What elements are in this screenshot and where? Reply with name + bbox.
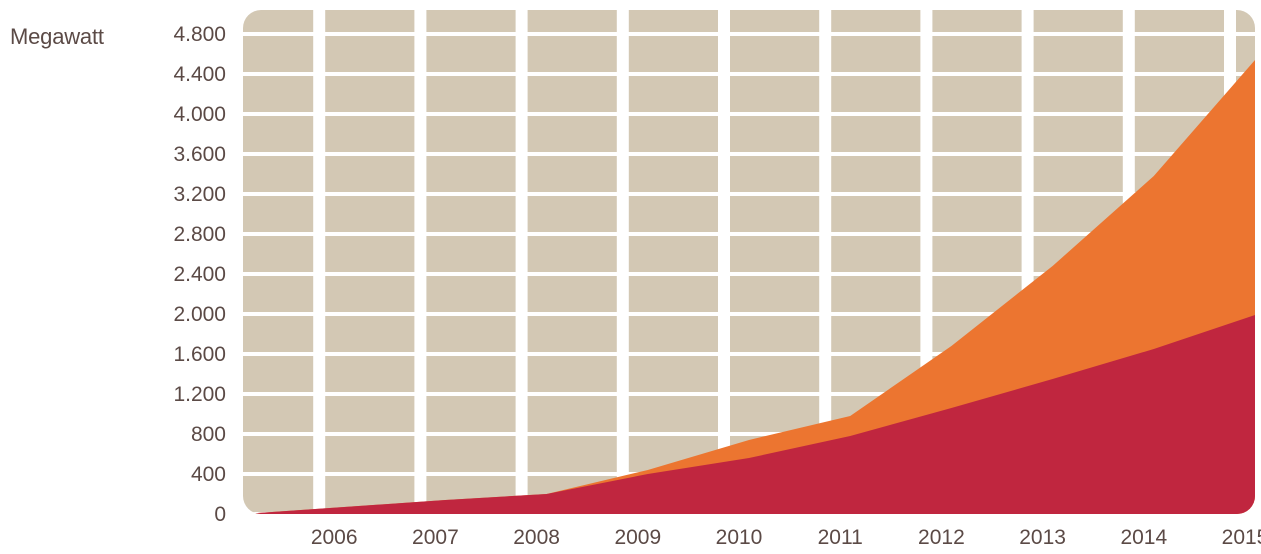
y-tick-label: 800	[191, 423, 226, 446]
x-tick-label: 2009	[614, 526, 661, 549]
x-tick-label: 2007	[412, 526, 459, 549]
y-tick-label: 2.000	[173, 303, 226, 326]
series-areas	[243, 60, 1255, 514]
y-axis-label: Megawatt	[10, 24, 104, 49]
y-tick-label: 2.400	[173, 263, 226, 286]
y-tick-label: 400	[191, 463, 226, 486]
y-tick-label: 4.400	[173, 63, 226, 86]
y-tick-label: 3.600	[173, 143, 226, 166]
x-tick-label: 2013	[1019, 526, 1066, 549]
y-axis-ticks: 0 400 800 1.200 1.600 2.000 2.400 2.800 3.200 3.6…	[173, 23, 226, 526]
x-tick-label: 2010	[716, 526, 763, 549]
x-tick-label: 2008	[513, 526, 560, 549]
grid	[243, 10, 1255, 514]
y-tick-label: 4.000	[173, 103, 226, 126]
y-tick-label: 1.200	[173, 383, 226, 406]
y-tick-label: 3.200	[173, 183, 226, 206]
y-tick-label: 0	[214, 503, 226, 526]
x-tick-label: 2012	[918, 526, 965, 549]
series-area-1	[243, 315, 1255, 514]
y-tick-label: 2.800	[173, 223, 226, 246]
x-tick-label: 2006	[311, 526, 358, 549]
x-tick-label: 2011	[818, 526, 863, 549]
x-axis-ticks: 2006 2007 2008 2009 2010 2011 2012 2013 2014 2015	[311, 526, 1261, 549]
x-tick-label: 2015	[1222, 526, 1261, 549]
x-tick-label: 2014	[1120, 526, 1167, 549]
y-tick-label: 4.800	[173, 23, 226, 46]
y-tick-label: 1.600	[173, 343, 226, 366]
